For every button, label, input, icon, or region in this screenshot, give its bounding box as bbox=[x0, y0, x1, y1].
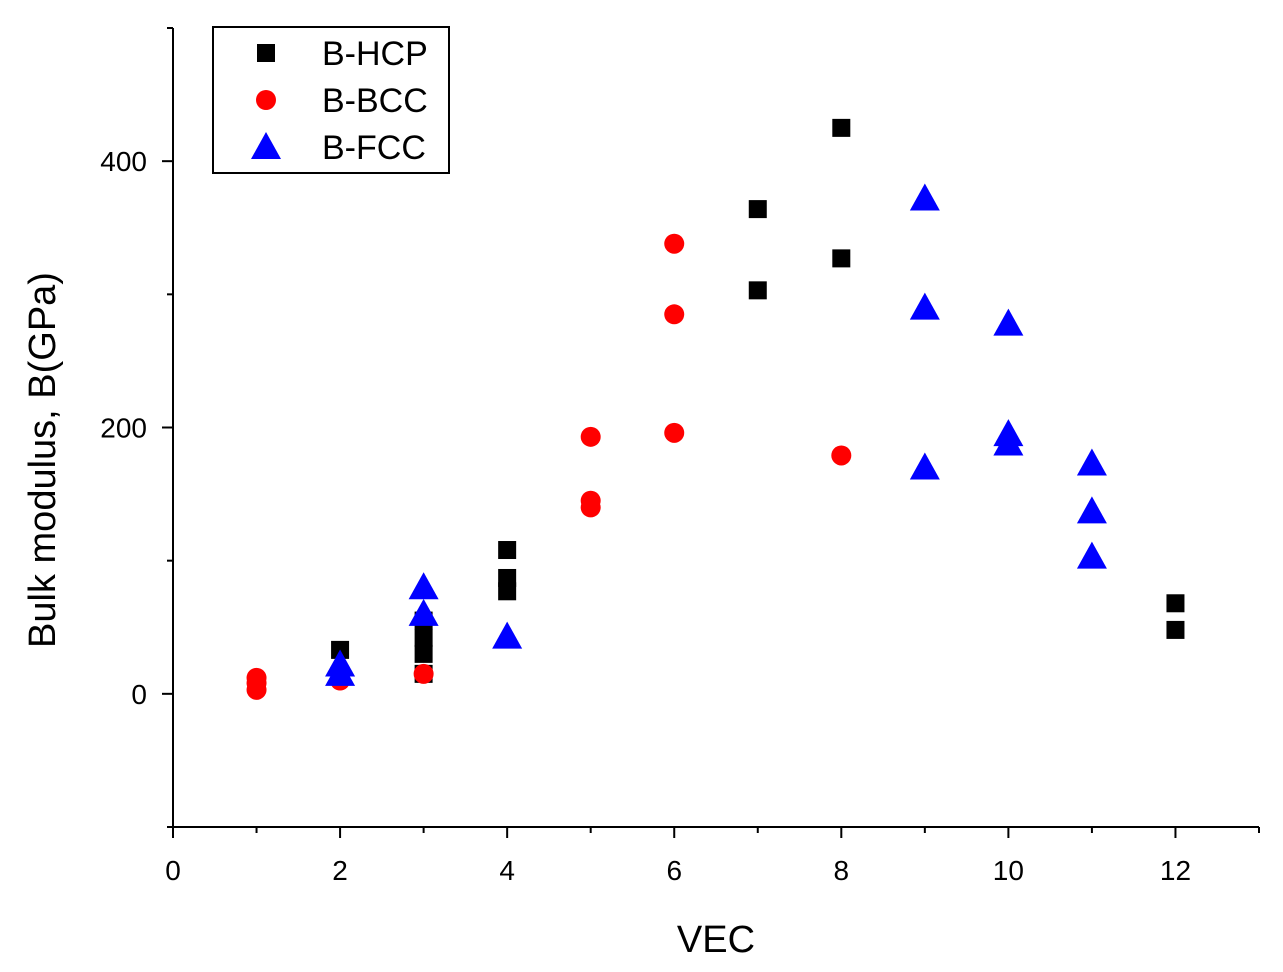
x-tick-label: 0 bbox=[165, 855, 181, 886]
data-point-b-hcp bbox=[748, 281, 767, 300]
data-point-b-fcc bbox=[909, 292, 940, 320]
data-point-b-hcp bbox=[498, 541, 517, 560]
x-tick-label: 4 bbox=[499, 855, 515, 886]
data-point-b-hcp bbox=[414, 628, 433, 647]
data-point-b-fcc bbox=[1076, 448, 1107, 476]
data-point-b-fcc bbox=[993, 428, 1024, 456]
x-tick-label: 8 bbox=[834, 855, 850, 886]
series-b-hcp bbox=[331, 118, 1185, 683]
x-tick-label: 12 bbox=[1160, 855, 1191, 886]
y-tick-label: 0 bbox=[131, 679, 147, 710]
legend-marker-b-hcp bbox=[257, 44, 275, 62]
x-tick-label: 6 bbox=[666, 855, 682, 886]
legend-label-b-hcp: B-HCP bbox=[322, 35, 428, 73]
legend-marker-b-bcc bbox=[256, 90, 276, 110]
legend-box bbox=[212, 26, 450, 174]
y-axis-title: Bulk modulus, B(GPa) bbox=[22, 272, 64, 648]
series-b-fcc bbox=[325, 183, 1107, 686]
data-point-b-hcp bbox=[1166, 594, 1185, 613]
data-point-b-hcp bbox=[498, 582, 517, 601]
data-point-b-bcc bbox=[580, 426, 601, 447]
data-point-b-bcc bbox=[664, 304, 685, 325]
data-point-b-fcc bbox=[1076, 541, 1107, 569]
data-point-b-bcc bbox=[413, 663, 434, 684]
data-point-b-bcc bbox=[580, 497, 601, 518]
y-tick-label: 400 bbox=[100, 146, 147, 177]
data-point-b-hcp bbox=[832, 249, 851, 268]
data-point-b-hcp bbox=[748, 200, 767, 219]
data-point-b-bcc bbox=[664, 422, 685, 443]
ticks bbox=[162, 27, 1260, 838]
data-point-b-fcc bbox=[993, 308, 1024, 336]
data-point-b-fcc bbox=[325, 649, 356, 677]
data-point-b-fcc bbox=[408, 572, 439, 600]
data-point-b-hcp bbox=[1166, 620, 1185, 639]
data-point-b-fcc bbox=[909, 183, 940, 211]
data-point-b-hcp bbox=[832, 118, 851, 137]
x-tick-label: 2 bbox=[332, 855, 348, 886]
data-point-b-fcc bbox=[408, 598, 439, 626]
data-point-b-bcc bbox=[664, 233, 685, 254]
y-tick-label: 200 bbox=[100, 413, 147, 444]
data-point-b-fcc bbox=[492, 621, 523, 649]
data-point-b-fcc bbox=[909, 452, 940, 480]
legend-label-b-bcc: B-BCC bbox=[322, 82, 428, 120]
legend: B-HCP B-BCC B-FCC bbox=[212, 26, 450, 174]
series-b-bcc bbox=[246, 233, 852, 700]
data-point-b-bcc bbox=[831, 445, 852, 466]
data-point-b-bcc bbox=[246, 667, 267, 688]
tick-labels: 0 2 4 6 8 10 12 0 200 400 bbox=[100, 146, 1191, 886]
x-axis-title: VEC bbox=[677, 919, 755, 961]
legend-marker-b-fcc bbox=[251, 132, 281, 159]
data-point-b-hcp bbox=[414, 644, 433, 663]
data-point-b-fcc bbox=[1076, 496, 1107, 524]
x-tick-label: 10 bbox=[993, 855, 1024, 886]
data-points bbox=[246, 118, 1185, 700]
legend-label-b-fcc: B-FCC bbox=[322, 129, 426, 167]
